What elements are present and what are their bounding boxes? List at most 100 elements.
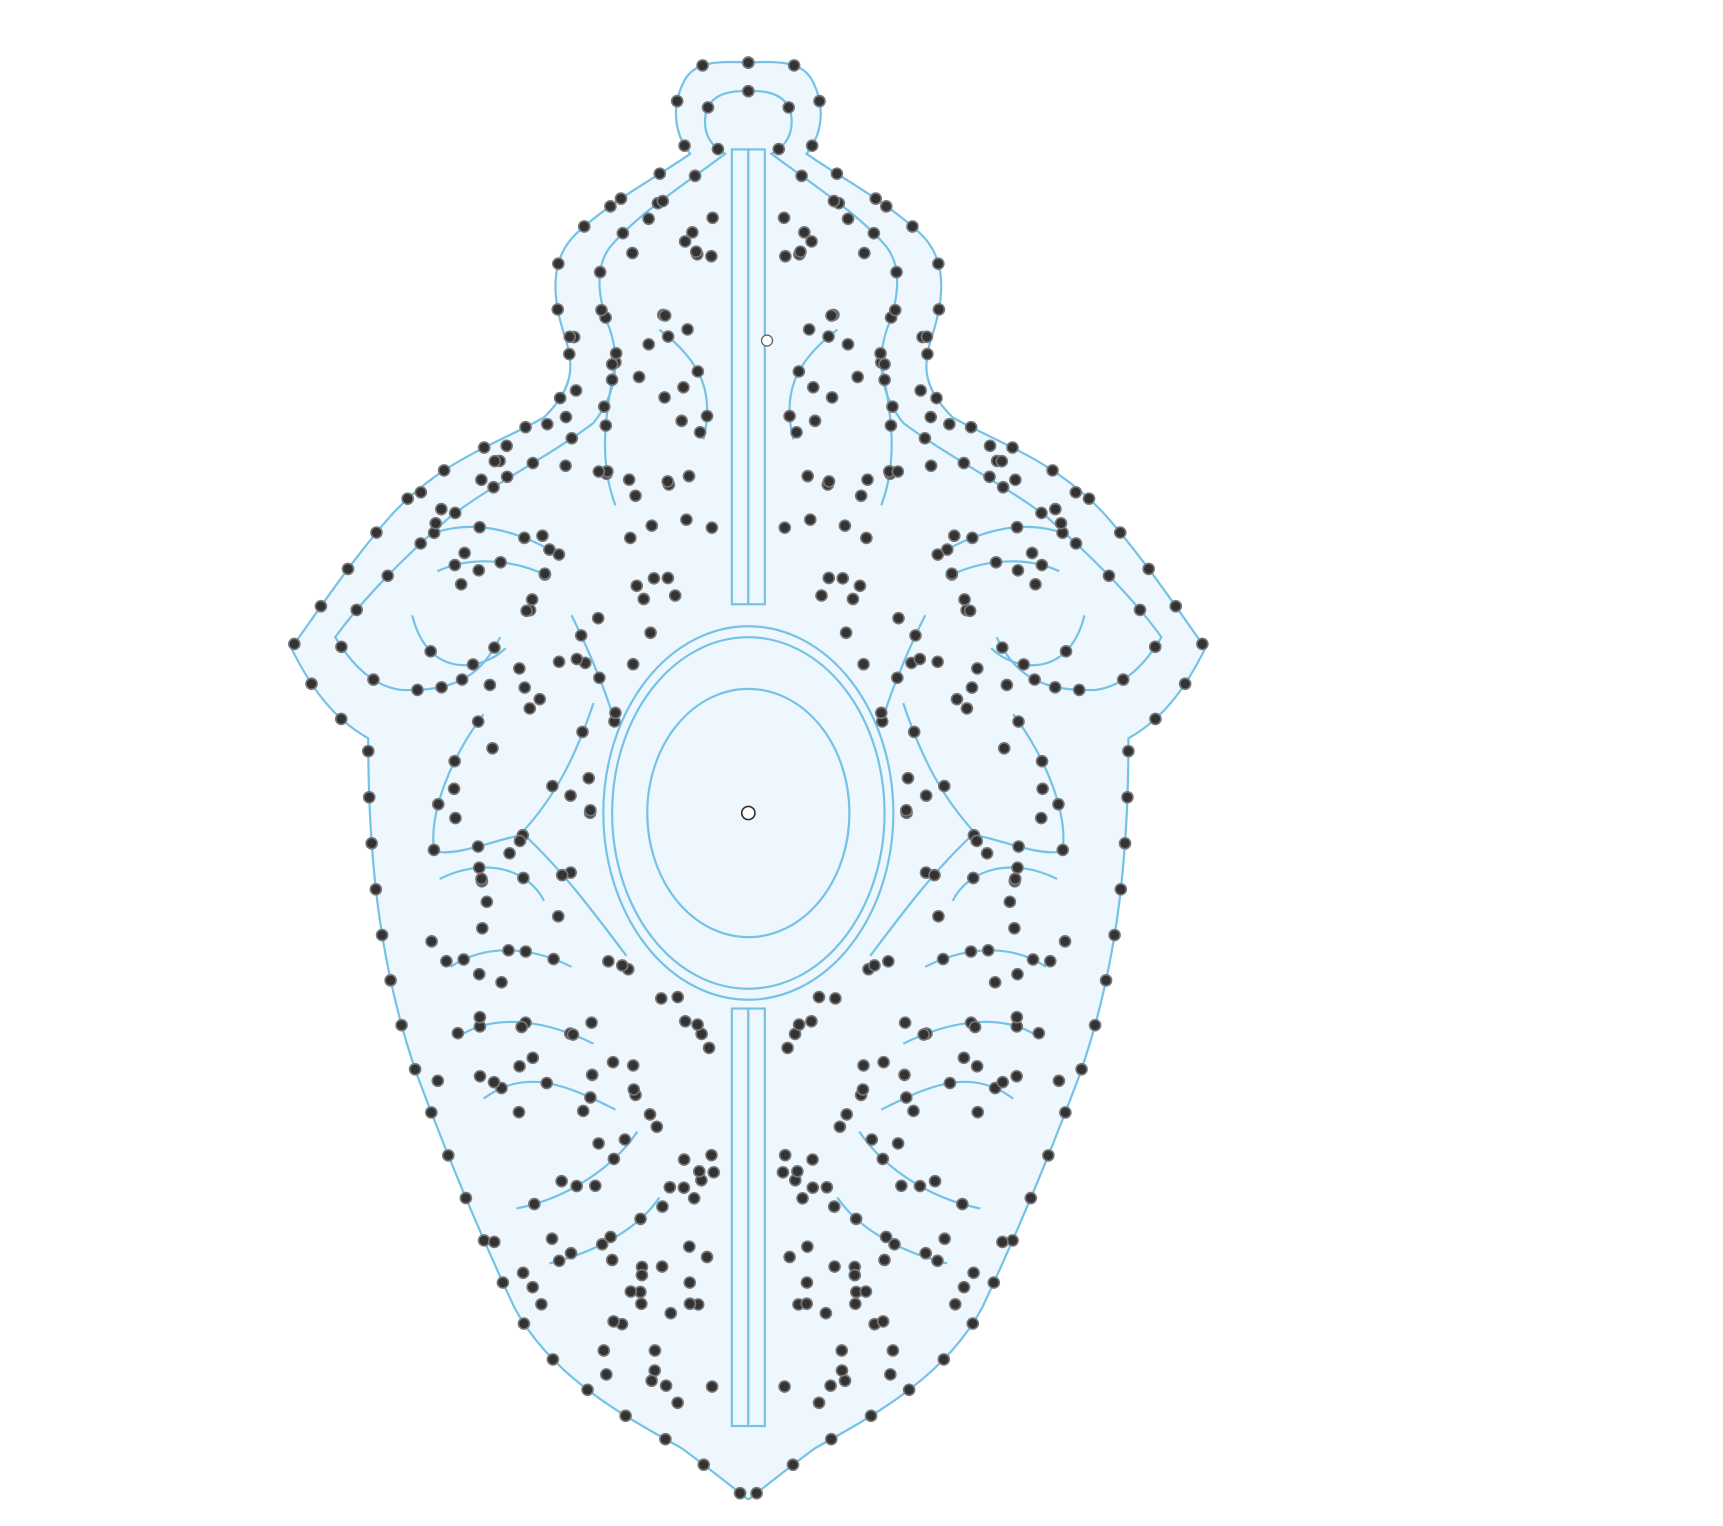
node [552, 655, 566, 669]
node [350, 603, 363, 617]
node [931, 1254, 944, 1268]
node [932, 910, 945, 923]
node [742, 56, 755, 69]
node [500, 470, 514, 484]
node [989, 555, 1003, 569]
node [650, 1120, 664, 1134]
node [440, 954, 453, 968]
node [859, 1285, 873, 1298]
node [803, 513, 817, 527]
node [546, 779, 559, 793]
node [820, 1180, 834, 1194]
node [473, 1069, 487, 1083]
node [937, 1353, 951, 1366]
node [833, 1120, 847, 1134]
node [1035, 506, 1048, 520]
node [827, 1200, 841, 1213]
node [661, 571, 675, 585]
node [824, 1379, 837, 1393]
node [305, 677, 318, 691]
node [677, 1181, 691, 1194]
center-handle [740, 805, 756, 821]
node [564, 789, 577, 802]
node [874, 347, 887, 360]
node [518, 681, 532, 694]
node [805, 1014, 818, 1028]
node [629, 489, 642, 503]
node [950, 692, 964, 706]
node [606, 1055, 620, 1069]
node [878, 357, 891, 371]
node [626, 1059, 640, 1072]
node [932, 303, 946, 316]
node [680, 513, 693, 527]
node [849, 1212, 863, 1226]
node [1121, 790, 1134, 804]
node [455, 673, 469, 686]
node [425, 1106, 438, 1119]
node [686, 226, 699, 239]
node [1003, 895, 1017, 909]
node [742, 84, 755, 98]
node [642, 212, 655, 226]
node [677, 1153, 691, 1166]
node [472, 564, 486, 577]
node [812, 1396, 826, 1410]
node [381, 569, 395, 583]
node [566, 1028, 580, 1041]
node [879, 1230, 893, 1244]
node [1035, 754, 1049, 768]
node [635, 1268, 649, 1282]
node [602, 955, 615, 968]
node [584, 1091, 597, 1104]
node [645, 519, 659, 532]
node [533, 692, 547, 706]
node [1102, 569, 1116, 583]
node [806, 1181, 820, 1194]
node [671, 990, 685, 1004]
node [796, 1191, 809, 1205]
node [648, 1364, 662, 1377]
ring-outer [602, 625, 895, 1001]
node [824, 1432, 838, 1446]
node [624, 1285, 638, 1298]
node [705, 249, 718, 263]
node [648, 1344, 662, 1357]
node [902, 1383, 916, 1397]
node [868, 959, 881, 972]
node [1072, 683, 1086, 697]
node [1010, 520, 1024, 534]
node [411, 683, 424, 697]
node [700, 409, 714, 423]
node [856, 1083, 870, 1096]
node [431, 797, 445, 811]
node [658, 309, 672, 322]
node [555, 1174, 568, 1188]
node [891, 465, 905, 478]
node [707, 1166, 721, 1179]
node [838, 519, 852, 532]
node [867, 226, 881, 240]
node [865, 1133, 879, 1146]
node [960, 702, 974, 715]
node [552, 257, 565, 270]
node [370, 526, 383, 539]
node [798, 226, 811, 239]
node [288, 637, 301, 651]
node [884, 419, 898, 432]
node [582, 771, 596, 785]
node [857, 1059, 870, 1072]
node [457, 953, 470, 966]
node [806, 1153, 819, 1166]
node [936, 952, 950, 966]
node [488, 641, 501, 654]
node [881, 955, 895, 968]
node [772, 142, 786, 156]
node [683, 1297, 697, 1311]
node [733, 1486, 747, 1500]
node [502, 944, 515, 957]
node [512, 1105, 526, 1119]
node [801, 469, 815, 483]
node [655, 1260, 669, 1273]
node [931, 655, 944, 669]
